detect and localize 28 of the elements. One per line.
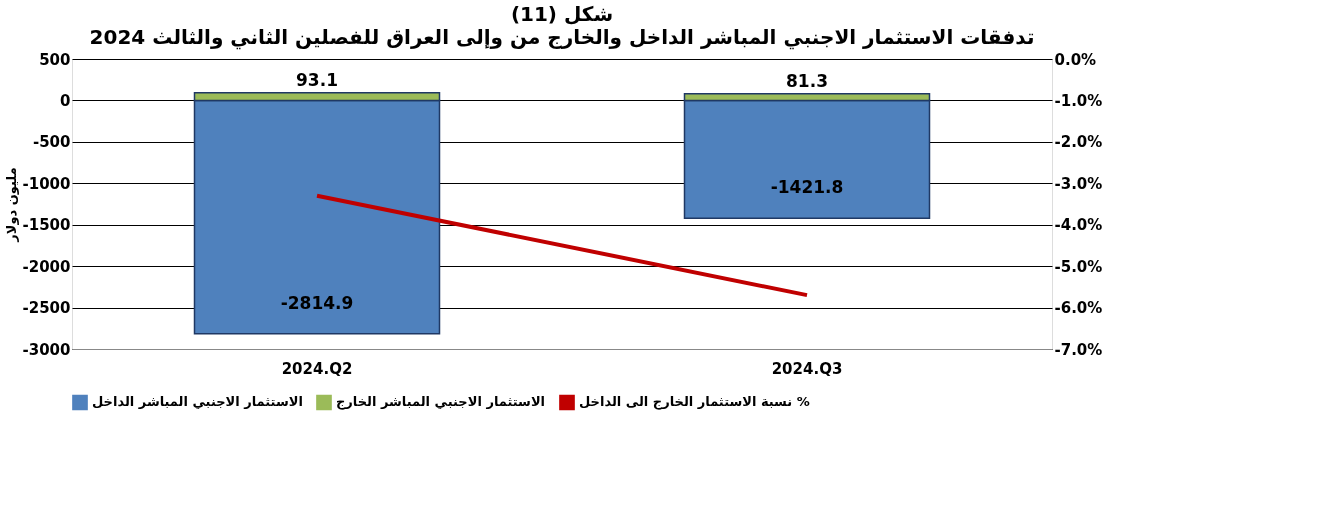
y-tick-label: 0 (60, 91, 71, 110)
chart-title: شكل (11) (510, 2, 614, 26)
y-axis-title: مليون دولار (3, 167, 19, 243)
y-tick-label: -1500 (22, 216, 71, 235)
y2-tick-label: -5.0% (1054, 257, 1103, 276)
legend-label: الاستثمار الاجنبي المباشر الداخل (92, 394, 303, 410)
y2-tick-label: -3.0% (1054, 174, 1103, 193)
y2-tick-label: -7.0% (1054, 340, 1103, 359)
data-label: 93.1 (296, 69, 338, 90)
legend-label: الاستثمار الاجنبي المباشر الخارج (336, 394, 546, 411)
chart-subtitle: تدفقات الاستثمار الاجنبي المباشر الداخل والخارج من وإلى العراق للفصلين الثاني والثالث 2024 (89, 25, 1035, 50)
y2-tick-label: -6.0% (1054, 299, 1103, 318)
y2-tick-label: 0.0% (1054, 50, 1097, 69)
y-tick-label: 500 (39, 50, 71, 69)
y-tick-label: -500 (32, 133, 71, 152)
y-tick-label: -1000 (22, 174, 71, 193)
y2-tick-label: -2.0% (1054, 133, 1103, 152)
data-label: 81.3 (786, 70, 828, 91)
y-tick-label: -2500 (22, 299, 71, 318)
y-tick-label: -2000 (22, 257, 71, 276)
data-label: -2814.9 (280, 292, 354, 313)
x-tick-label: 2024.Q2 (281, 359, 353, 378)
y-tick-label: -3000 (22, 340, 71, 359)
y2-tick-label: -1.0% (1054, 91, 1103, 110)
legend-label: نسبة الاستثمار الخارج الى الداخل % (579, 394, 810, 411)
y2-tick-label: -4.0% (1054, 216, 1103, 235)
x-tick-label: 2024.Q3 (771, 359, 843, 378)
data-label: -1421.8 (770, 177, 844, 198)
